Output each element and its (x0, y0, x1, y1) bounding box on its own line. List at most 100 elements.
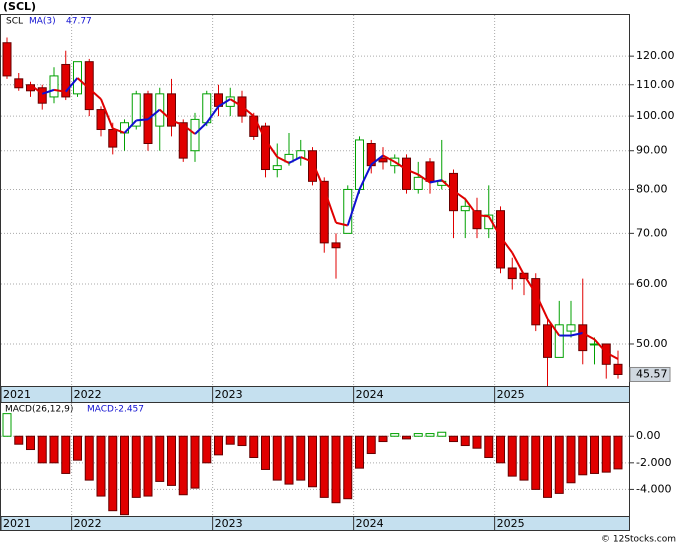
last-price-box (629, 366, 671, 382)
bar (343, 435, 353, 500)
bar (402, 435, 411, 440)
ma-line (311, 161, 326, 190)
bar (449, 435, 458, 443)
bar (613, 435, 623, 470)
ma-line (335, 221, 348, 227)
ma-line (476, 214, 489, 218)
y-tick-label: 110.00 (636, 78, 675, 91)
ma-line (252, 115, 267, 141)
candle-body (402, 157, 411, 190)
candle-body (108, 129, 118, 148)
bar (61, 435, 71, 474)
bar (225, 435, 235, 445)
candle-body (14, 78, 24, 89)
candle-body (343, 188, 353, 234)
candle-body (460, 205, 470, 212)
candle-body (167, 93, 176, 127)
bar (84, 435, 94, 481)
ma-line (546, 318, 561, 337)
bar (425, 433, 435, 437)
ma-line (487, 215, 502, 238)
ma-line (205, 105, 220, 124)
ma-line (511, 252, 525, 276)
bar (296, 435, 306, 481)
ma-line (64, 77, 79, 93)
y-tick-label: 120.00 (636, 49, 675, 62)
bar (519, 435, 529, 481)
bar (73, 435, 82, 461)
candle-body (554, 324, 564, 358)
bar (284, 435, 294, 485)
y-tick-label: 80.00 (636, 182, 668, 195)
bar (272, 435, 282, 481)
bar (413, 433, 423, 437)
candle-body (378, 157, 388, 163)
candle-body (73, 61, 82, 95)
ma-line (382, 154, 396, 163)
y-tick-label: 100.00 (636, 109, 675, 122)
bar (507, 435, 517, 477)
y-tick-label: 60.00 (636, 277, 668, 290)
candle-body (49, 75, 59, 98)
ma-line (288, 156, 302, 164)
candle-body (578, 324, 588, 352)
bar (472, 435, 482, 449)
candle-body (496, 210, 505, 269)
bar (167, 435, 176, 486)
x-tick-label: 2024 (356, 388, 384, 401)
bar (237, 435, 247, 447)
last-price-label: 45.57 (636, 367, 668, 380)
bar (190, 435, 200, 489)
legend-label: SCL (6, 17, 23, 27)
ma-line (112, 127, 125, 134)
ma-line (229, 98, 243, 108)
ma-line (370, 154, 384, 166)
candle-body (425, 161, 435, 182)
candle-body (543, 324, 552, 358)
y-tick-label: -2.000 (636, 456, 671, 469)
candle-body (61, 63, 71, 98)
ma-line (394, 161, 408, 171)
candle-body (331, 242, 341, 249)
bar (531, 435, 541, 490)
x-tick-label: 2022 (74, 388, 102, 401)
ma-line (241, 105, 255, 117)
bar (378, 435, 388, 443)
bar (331, 435, 341, 504)
bar (390, 433, 400, 437)
ma-line (194, 122, 208, 135)
bar (319, 435, 329, 498)
bar (578, 435, 588, 476)
candle-body (37, 87, 47, 104)
ma-line (41, 88, 55, 95)
ma-line (100, 98, 114, 129)
ma-line (171, 119, 184, 127)
bar (26, 435, 35, 451)
candle-body (96, 109, 106, 131)
candle-body (261, 125, 270, 171)
ma-line (429, 179, 442, 184)
bar (437, 431, 447, 437)
candle-body (178, 122, 188, 159)
ma-line (523, 274, 537, 295)
ma-line (534, 293, 549, 320)
ma-line (76, 77, 90, 90)
ma-line (264, 139, 279, 158)
ma-line (88, 87, 102, 100)
bar (308, 435, 317, 488)
y-tick-label: 50.00 (636, 337, 668, 350)
ma-line (346, 189, 361, 226)
bar (143, 435, 153, 497)
ma-line (358, 164, 373, 190)
x-tick-label: 2024 (356, 517, 384, 530)
candle-body (613, 363, 623, 375)
bar (131, 435, 141, 498)
x-tick-label: 2021 (3, 517, 31, 530)
ma-line (159, 108, 173, 122)
bar (366, 435, 376, 455)
legend-value: -2.457 (115, 405, 144, 415)
ma-line (582, 332, 595, 341)
candle-body (590, 343, 599, 346)
y-tick-label: 0.00 (636, 429, 661, 442)
